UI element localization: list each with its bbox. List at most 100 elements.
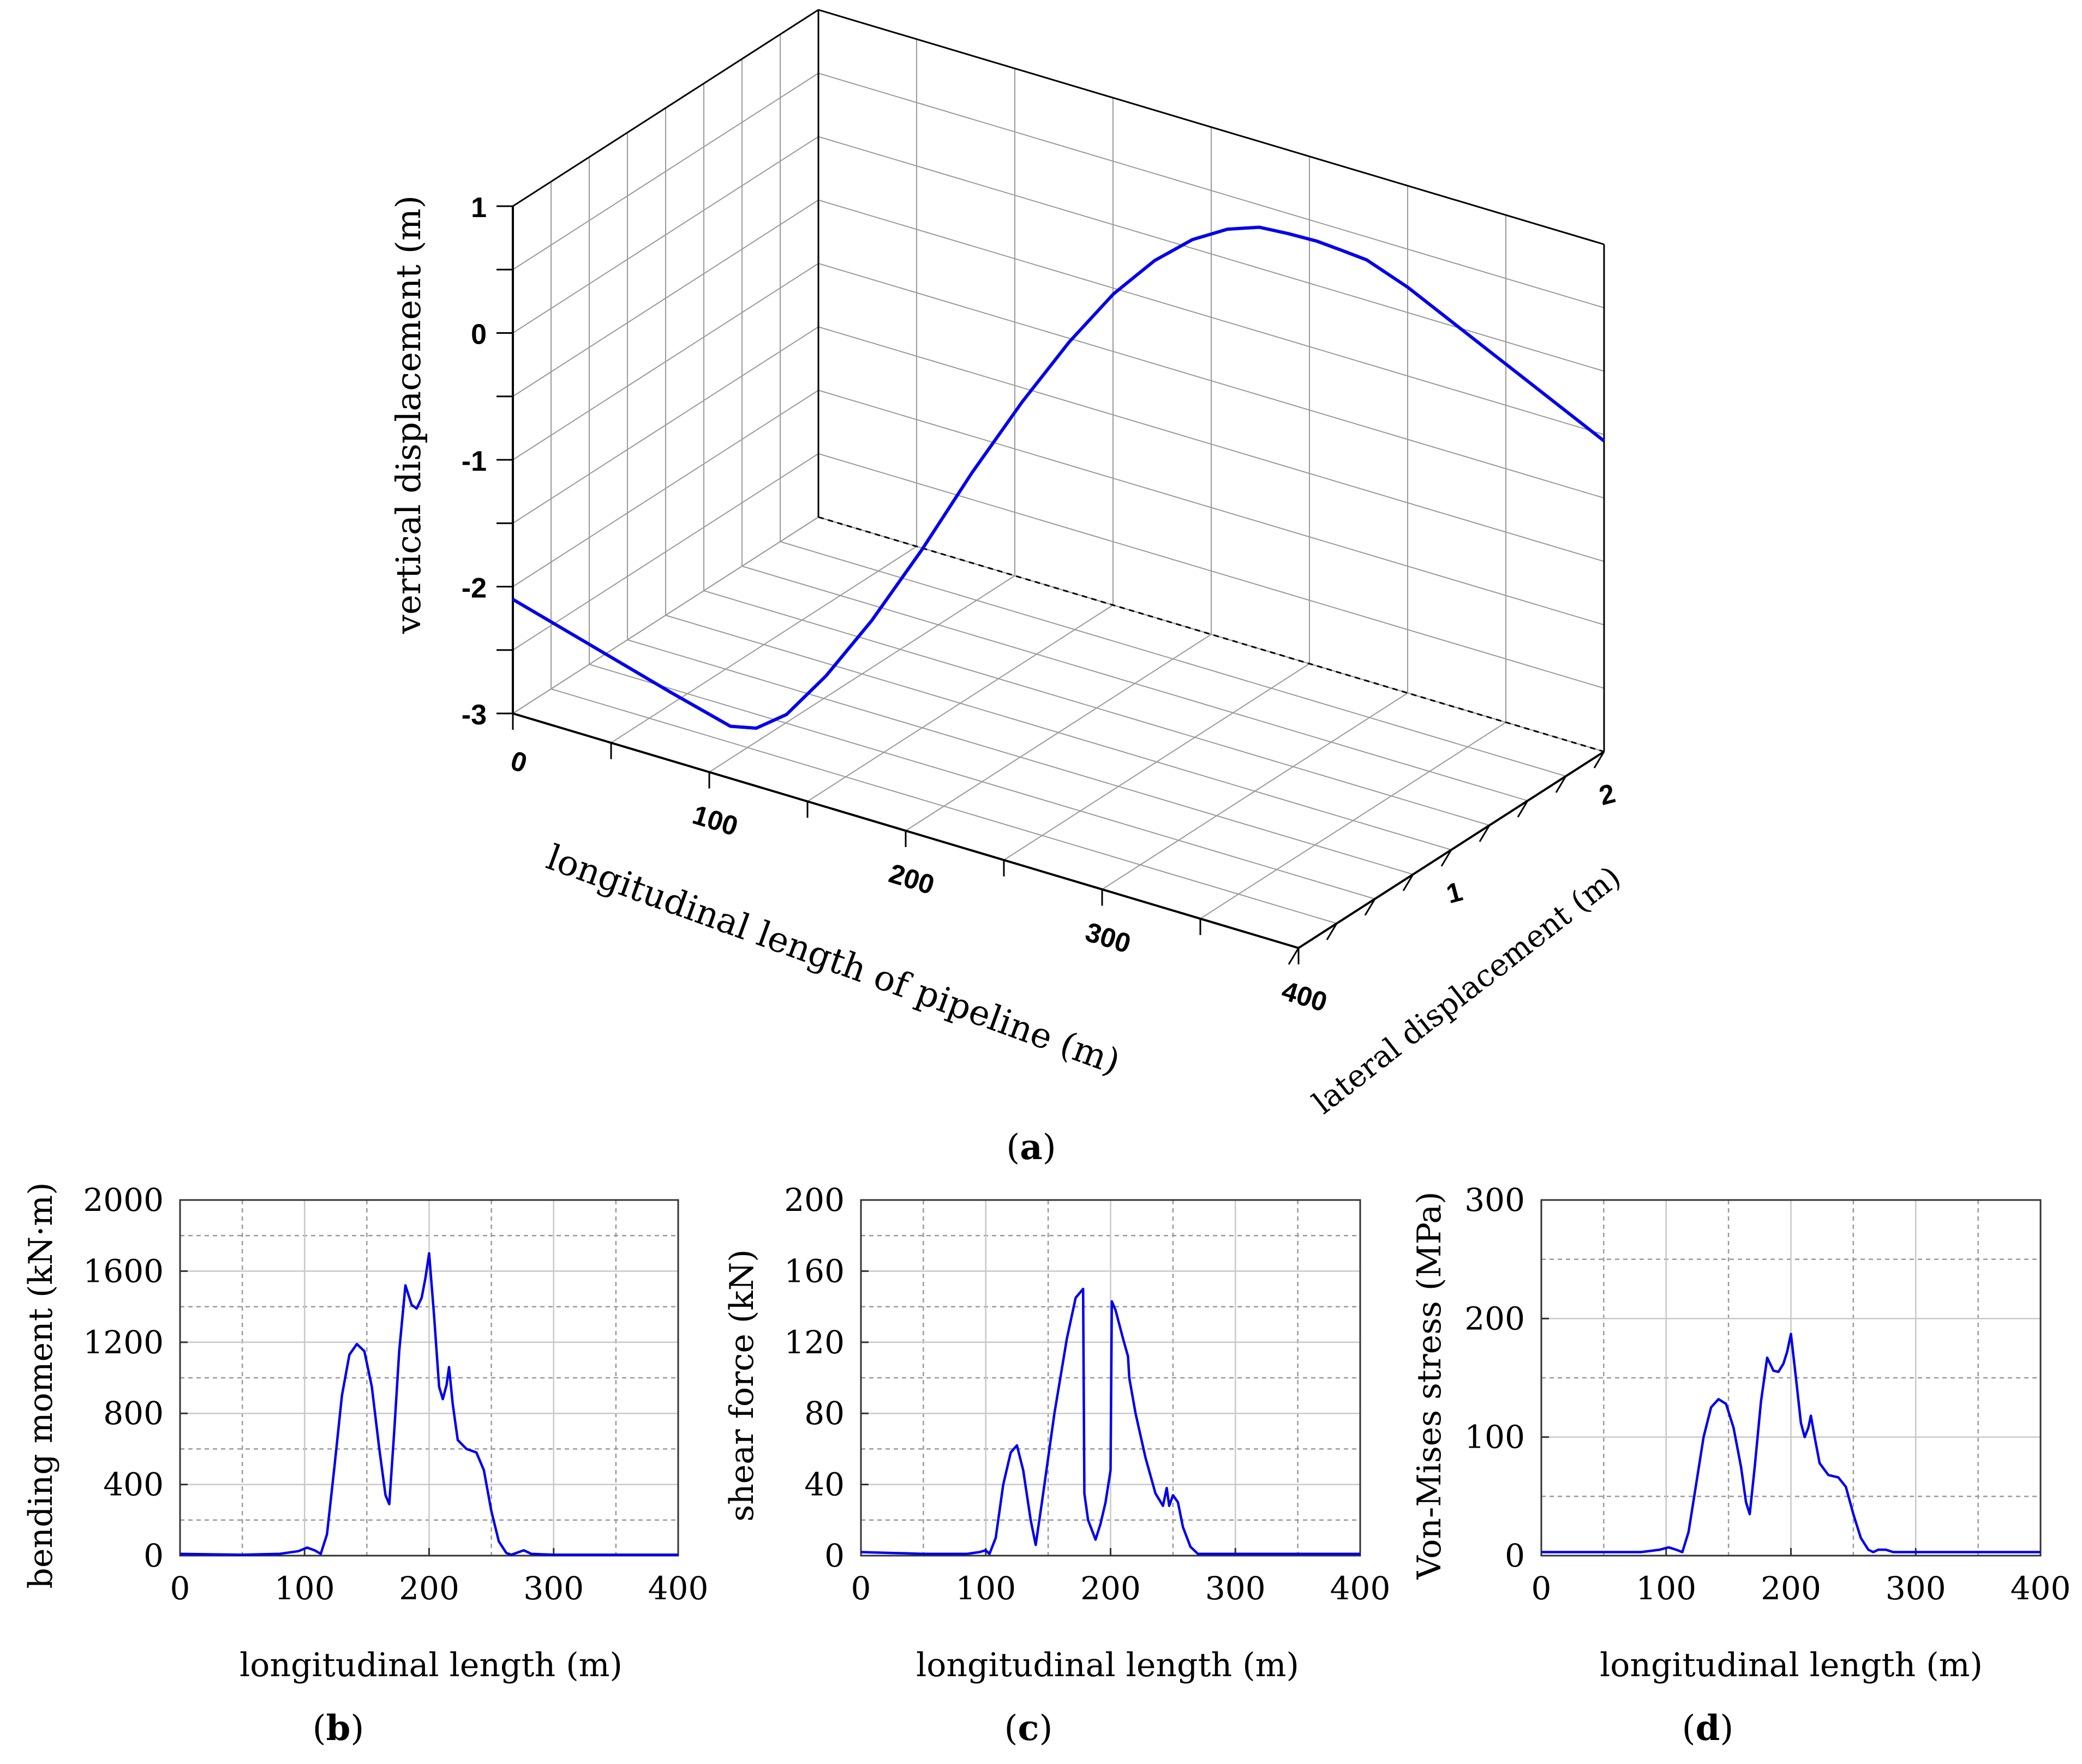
- panel-b-xlabel: longitudinal length (m): [240, 1646, 623, 1684]
- x-tick-label: 0: [170, 1570, 190, 1607]
- panel-b: 0 100 200 300 400 0 400 800 1200 1600 2000 bending…: [22, 1181, 708, 1749]
- y-axis-tick: [1479, 825, 1491, 842]
- panel-c: 0 100 200 300 400 0 40 80 120 160 200 shear force …: [723, 1181, 1390, 1749]
- x-tick-label: 300: [1886, 1570, 1946, 1607]
- series-line: [860, 1287, 1360, 1555]
- y-tick-label: 0: [824, 1537, 845, 1574]
- series-line: [180, 1252, 678, 1556]
- x-tick-label: 200: [1761, 1570, 1821, 1607]
- series-line: [1541, 1333, 2041, 1553]
- y-axis-tick: [1555, 776, 1567, 793]
- x-tick-label: 300: [1082, 916, 1134, 959]
- y-axis-tick: [1402, 874, 1414, 891]
- x-tick-label: 0: [851, 1570, 871, 1607]
- side-wall-hgrid: [512, 136, 819, 334]
- x-tick-label: 200: [399, 1570, 459, 1607]
- panel-d-ylabel: Von-Mises stress (MPa): [1410, 1191, 1449, 1580]
- panel-d: 0 100 200 300 400 0 100 200 300 Von-Mises stress…: [1410, 1181, 2071, 1749]
- caption-close: ): [350, 1708, 364, 1749]
- panel-c-xlabel: longitudinal length (m): [916, 1646, 1299, 1684]
- panel-a-axes: [512, 9, 1605, 949]
- y-tick-label: 100: [1464, 1419, 1525, 1456]
- y-axis-tick: [1288, 947, 1300, 965]
- panel-a-caption: (a): [1006, 1127, 1056, 1168]
- back-wall-hgrid: [818, 453, 1605, 689]
- y-tick-label: 160: [784, 1252, 845, 1289]
- x-tick-label: 100: [1636, 1570, 1696, 1607]
- y-tick-label: 2000: [83, 1181, 164, 1219]
- caption-letter: a: [1020, 1127, 1042, 1168]
- floor-grid-y: [665, 615, 1452, 850]
- x-tick-label: 100: [955, 1570, 1016, 1607]
- panel-a-ylabel: lateral displacement (m): [1306, 859, 1628, 1121]
- caption-open: (: [1682, 1708, 1696, 1749]
- panel-c-caption: (c): [1004, 1708, 1053, 1749]
- back-wall-hgrid: [818, 136, 1605, 372]
- y-tick-label: 1: [1443, 876, 1465, 909]
- back-top-edge: [818, 9, 1605, 245]
- z-tick-label: 1: [471, 192, 487, 224]
- side-wall-hgrid: [512, 73, 819, 271]
- side-wall-hgrid: [512, 263, 819, 460]
- x-tick-label: 400: [1278, 975, 1331, 1018]
- caption-open: (: [313, 1708, 326, 1749]
- panel-c-plot: 0 100 200 300 400 0 40 80 120 160 200: [784, 1181, 1390, 1607]
- panel-a-zlabel: vertical displacement (m): [388, 195, 428, 634]
- z-tick-label: 0: [471, 319, 487, 351]
- caption-open: (: [1004, 1708, 1018, 1749]
- floor-grid-y: [627, 639, 1414, 875]
- pipeline-line: [512, 225, 1605, 730]
- floor-grid-y: [703, 590, 1490, 826]
- x-tick-label: 300: [1205, 1570, 1266, 1607]
- panel-b-ylabel: bending moment (kN·m): [22, 1182, 60, 1588]
- side-wall-hgrid: [512, 453, 819, 651]
- panel-b-plot: 0 100 200 300 400 0 400 800 1200 1600 2000: [83, 1181, 708, 1607]
- y-tick-label: 1200: [83, 1324, 164, 1361]
- caption-close: ): [1043, 1127, 1056, 1168]
- y-tick-label: 300: [1464, 1181, 1525, 1219]
- panel-a-series: [512, 225, 1605, 730]
- x-tick-label: 300: [523, 1570, 584, 1607]
- side-top-edge: [512, 9, 819, 207]
- panel-a: 1 0 -1 -2 -3 0 100 200 300 400 1 2 vertical displac…: [388, 9, 1628, 1168]
- y-axis-tick: [1440, 849, 1452, 867]
- back-wall-hgrid: [818, 199, 1605, 435]
- y-tick-label: 800: [103, 1395, 164, 1432]
- z-tick-label: -1: [462, 446, 487, 477]
- panel-d-plot: 0 100 200 300 400 0 100 200 300: [1464, 1181, 2071, 1607]
- z-tick-label: -3: [462, 699, 487, 731]
- y-tick-label: 80: [804, 1395, 845, 1432]
- floor-grid-y: [589, 664, 1375, 899]
- y-tick-label: 0: [143, 1537, 164, 1574]
- y-axis-tick: [1517, 800, 1529, 818]
- x-tick-label: 400: [648, 1570, 709, 1607]
- panel-b-caption: (b): [313, 1708, 364, 1749]
- y-tick-label: 1600: [83, 1252, 164, 1289]
- panel-a-gridlines: [512, 9, 1605, 949]
- y-tick-label: 200: [1464, 1300, 1525, 1337]
- z-tick-label: -2: [462, 573, 487, 604]
- floor-grid-y: [741, 566, 1528, 801]
- floor-grid-y: [780, 541, 1566, 777]
- y-tick-label: 200: [784, 1181, 845, 1219]
- y-tick-label: 120: [784, 1324, 845, 1361]
- side-wall-hgrid: [512, 199, 819, 397]
- y-tick-label: 0: [1505, 1537, 1525, 1574]
- y-axis-tick: [1326, 923, 1338, 940]
- x-tick-label: 0: [1531, 1570, 1552, 1607]
- y-axis-tick: [1364, 898, 1376, 916]
- back-wall-hgrid: [818, 73, 1605, 309]
- back-wall-hgrid: [818, 389, 1605, 626]
- panel-d-caption: (d): [1682, 1708, 1734, 1749]
- x-tick-label: 200: [886, 858, 938, 901]
- x-tick-label: 100: [689, 799, 741, 842]
- floor-grid-y: [818, 517, 1605, 752]
- panel-a-xlabel: longitudinal length of pipeline (m): [541, 837, 1125, 1083]
- x-tick-label: 100: [274, 1570, 335, 1607]
- caption-letter: b: [326, 1708, 351, 1749]
- back-wall-hgrid: [818, 263, 1605, 499]
- caption-close: ): [1039, 1708, 1052, 1749]
- y-axis-tick: [1593, 751, 1605, 769]
- panel-c-ylabel: shear force (kN): [723, 1249, 761, 1521]
